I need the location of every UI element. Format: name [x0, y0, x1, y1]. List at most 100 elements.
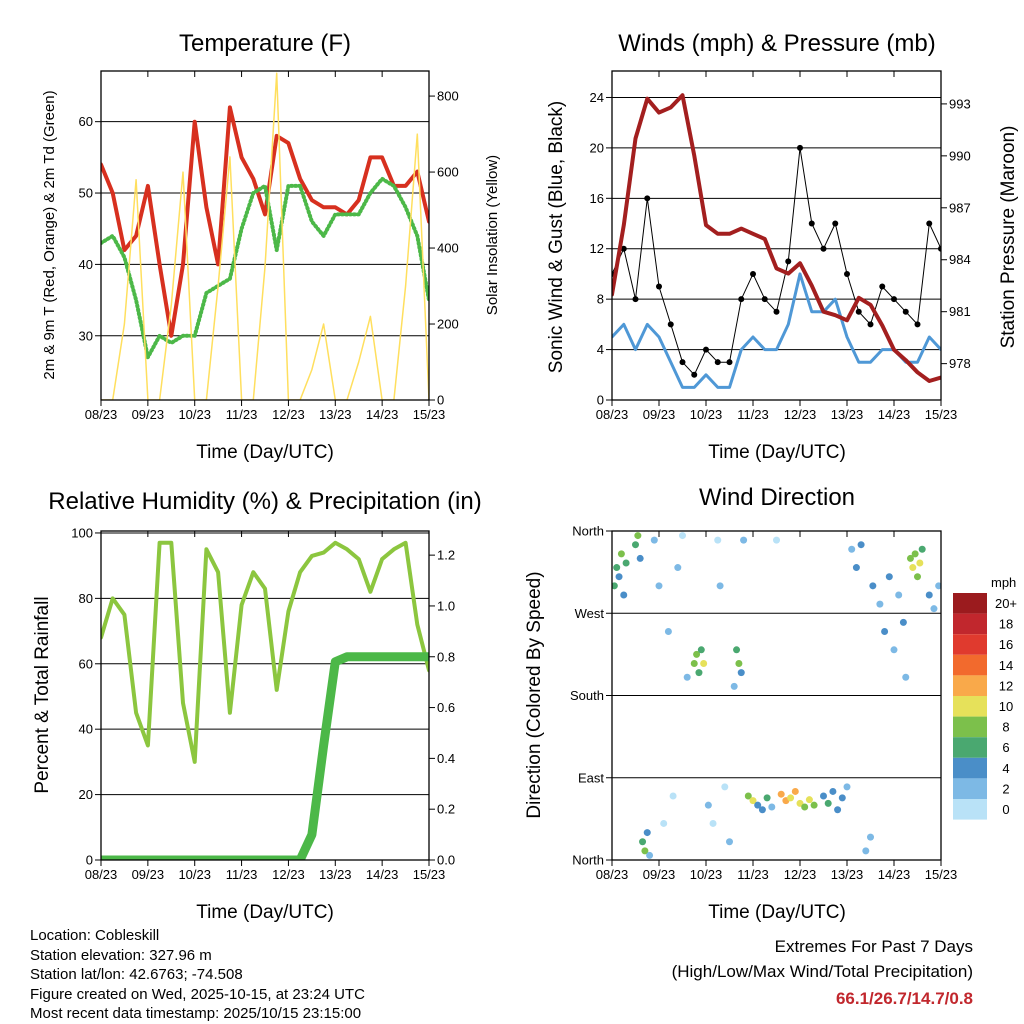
temperature-ytick-label: 30 [79, 328, 93, 343]
gust-point [938, 245, 941, 252]
gust-point [679, 359, 686, 366]
humidity-ytick-right-label: 0.4 [437, 751, 455, 766]
wind-direction-point [862, 847, 870, 855]
relative-humidity-line [101, 540, 429, 764]
wind-direction-point [721, 783, 729, 791]
winds-ytick-label: 0 [597, 393, 604, 408]
humidity-xtick-label: 10/23 [178, 867, 211, 882]
legend-swatch [953, 696, 987, 717]
solar-insolation-line [101, 72, 429, 400]
temperature-ytick-right-label: 0 [437, 393, 444, 408]
total-precipitation-line [101, 652, 429, 860]
temperature-xtick-label: 12/23 [272, 407, 305, 422]
wind_direction-ytick-label: North [572, 524, 604, 539]
legend-swatch [953, 654, 987, 676]
wind-direction-point [730, 682, 738, 690]
humidity-ytick-right-label: 0.6 [437, 700, 455, 715]
humidity-ytick-right-label: 0.0 [437, 853, 455, 868]
wind-direction-point [679, 532, 686, 540]
gust-point [797, 144, 803, 151]
wind-direction-point [683, 673, 691, 681]
wind_direction-xtick-label: 12/23 [784, 867, 817, 882]
winds-xtick-label: 15/23 [925, 407, 958, 422]
wind-direction-point [674, 564, 682, 572]
humidity-panel: 0 20 40 60 80 100 0.0 0.2 0.4 0.6 0.8 1.0 1.2 08/23 09… [71, 525, 455, 882]
gust-point [785, 258, 792, 265]
winds-ytick-right-label: 993 [949, 96, 971, 111]
wind-direction-point [643, 829, 651, 837]
wind-direction-point [641, 847, 649, 855]
legend-label: 4 [1002, 761, 1009, 776]
legend-label: 2 [1002, 781, 1009, 796]
wind-direction-point [867, 833, 874, 841]
wind_direction-ytick-label: South [570, 688, 604, 703]
gust-point [855, 308, 862, 315]
gust-point [808, 220, 815, 227]
extremes-values: 66.1/26.7/14.7/0.8 [836, 989, 973, 1008]
gust-point [902, 308, 909, 315]
gust-point [656, 283, 662, 290]
wind_direction-ytick-label: North [572, 853, 604, 868]
temperature-ylabel: 2m & 9m T (Red, Orange) & 2m Td (Green) [41, 90, 58, 379]
wind-direction-point [632, 541, 639, 549]
winds-plot-frame [611, 70, 942, 401]
wind_direction-plot-frame [611, 530, 942, 861]
legend-swatch [953, 799, 987, 820]
winds-ylabel-right: Station Pressure (Maroon) [998, 126, 1019, 349]
gust-point [879, 283, 886, 290]
gust-point [620, 245, 627, 252]
wind_direction-ytick-label: East [578, 770, 604, 785]
2m-dewpoint-line [101, 176, 429, 360]
humidity-ytick-right-label: 0.8 [437, 649, 455, 664]
wind-direction-point [791, 787, 799, 795]
wind-direction-point [824, 799, 832, 807]
wind-direction-point [700, 660, 708, 668]
winds-ytick-right-label: 978 [949, 356, 971, 371]
wind-direction-point [716, 582, 724, 590]
humidity-xtick-label: 12/23 [272, 867, 305, 882]
winds-xtick-label: 09/23 [643, 407, 676, 422]
wind-direction-point [697, 646, 705, 654]
temperature-xlabel: Time (Day/UTC) [196, 442, 334, 463]
wind-direction-point [709, 819, 717, 827]
footer-recent: Most recent data timestamp: 2025/10/15 2… [30, 1005, 361, 1022]
winds-ytick-label: 12 [590, 241, 604, 256]
winds-panel: 0 4 8 12 16 20 24 978 981 984 987 990 993 08/23 09/23 1… [590, 70, 971, 422]
wind-direction-point [857, 541, 865, 549]
wind_direction-xtick-label: 15/23 [925, 867, 958, 882]
wind-direction-xlabel: Time (Day/UTC) [708, 902, 846, 923]
wind-direction-point [737, 669, 745, 677]
wind-direction-point [909, 564, 917, 572]
wind-direction-point [754, 801, 762, 809]
wind-direction-point [660, 819, 668, 827]
winds-ytick-label: 24 [590, 90, 604, 105]
gust-point [714, 359, 721, 366]
wind_direction-xtick-label: 14/23 [878, 867, 911, 882]
humidity-xlabel: Time (Day/UTC) [196, 902, 334, 923]
wind-direction-point [890, 646, 898, 654]
humidity-xtick-label: 08/23 [85, 867, 118, 882]
wind-direction-title: Wind Direction [699, 484, 855, 511]
gust-point [926, 220, 933, 227]
wind-direction-point [646, 851, 654, 859]
winds-xtick-label: 14/23 [878, 407, 911, 422]
wind-direction-point [810, 801, 818, 809]
sonic-wind-line [612, 272, 941, 389]
humidity-xtick-label: 13/23 [319, 867, 352, 882]
wind-direction-point [899, 618, 907, 626]
legend-swatch [953, 634, 987, 655]
wind-direction-point [805, 796, 813, 804]
wind-direction-point [914, 573, 921, 581]
humidity-xtick-label: 11/23 [226, 867, 258, 882]
wind-direction-point [796, 799, 804, 807]
temperature-title: Temperature (F) [179, 30, 351, 57]
winds-xtick-label: 13/23 [831, 407, 864, 422]
wind-direction-point [902, 673, 910, 681]
gust-point [750, 270, 756, 277]
legend-swatch [953, 757, 987, 779]
wind-direction-point [749, 797, 757, 805]
legend-label: 0 [1002, 802, 1009, 817]
wind-direction-point [911, 550, 919, 558]
